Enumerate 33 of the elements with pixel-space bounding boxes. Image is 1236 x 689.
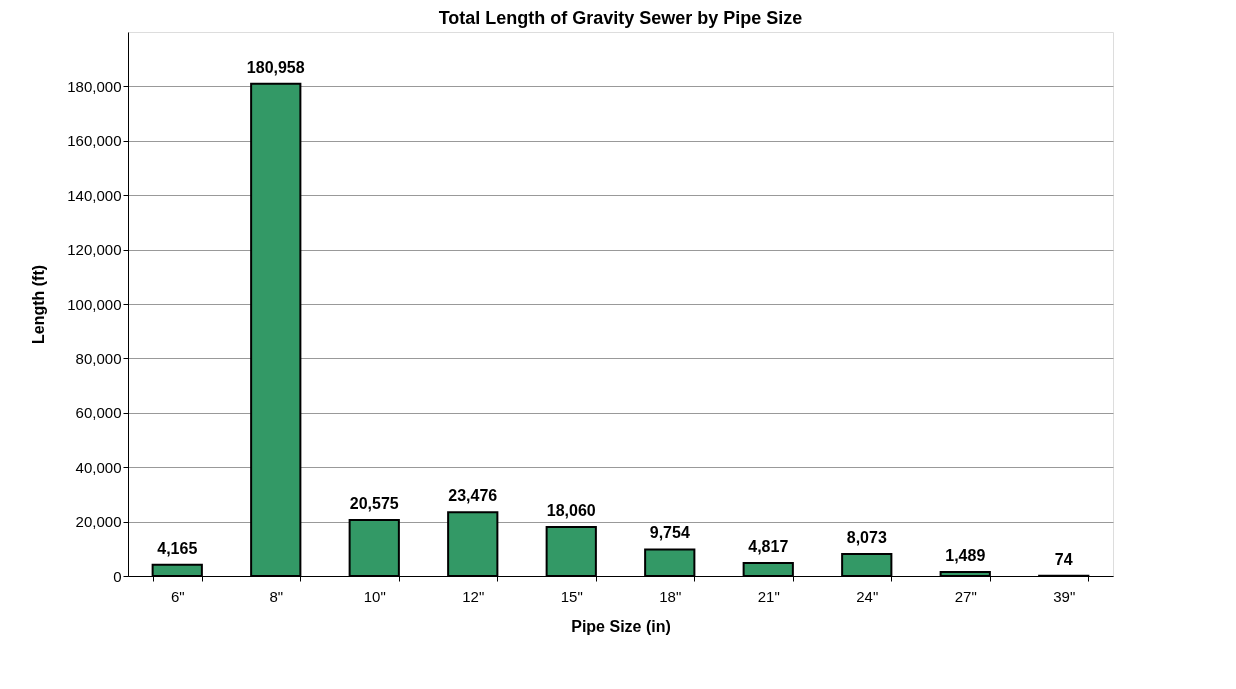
- x-tick-label: 27": [954, 587, 977, 605]
- x-tick-label: 18": [659, 587, 682, 605]
- y-tick-label: 80,000: [75, 349, 122, 367]
- y-tick-label: 160,000: [67, 132, 122, 150]
- data-label: 4,165: [157, 539, 198, 557]
- y-tick-label: 0: [113, 567, 122, 585]
- x-tick-label: 24": [856, 587, 879, 605]
- y-tick-label: 60,000: [75, 404, 122, 422]
- y-tick-label: 40,000: [75, 458, 122, 476]
- x-axis-title: Pipe Size (in): [571, 617, 671, 635]
- data-label: 1,489: [945, 546, 986, 564]
- data-label: 18,060: [546, 501, 596, 519]
- x-tick-label: 21": [757, 587, 780, 605]
- y-tick-label: 20,000: [75, 513, 122, 531]
- x-tick-label: 8": [269, 587, 284, 605]
- x-tick-label: 39": [1053, 587, 1076, 605]
- data-label: 9,754: [649, 524, 690, 542]
- data-label: 23,476: [448, 487, 498, 505]
- data-label: 180,958: [246, 58, 305, 76]
- data-label: 74: [1054, 550, 1073, 568]
- data-label: 20,575: [349, 495, 399, 513]
- y-axis-title: Length (ft): [30, 264, 48, 345]
- x-tick-label: 15": [560, 587, 583, 605]
- y-tick-label: 140,000: [67, 186, 122, 204]
- y-tick-label: 120,000: [67, 241, 122, 259]
- y-tick-label: 100,000: [67, 295, 122, 313]
- x-tick-label: 12": [462, 587, 485, 605]
- chart-title: Total Length of Gravity Sewer by Pipe Size: [438, 8, 803, 28]
- x-tick-label: 10": [363, 587, 386, 605]
- x-tick-label: 6": [170, 587, 185, 605]
- data-label: 4,817: [748, 537, 789, 555]
- data-label: 8,073: [846, 529, 887, 547]
- y-tick-label: 180,000: [67, 77, 122, 95]
